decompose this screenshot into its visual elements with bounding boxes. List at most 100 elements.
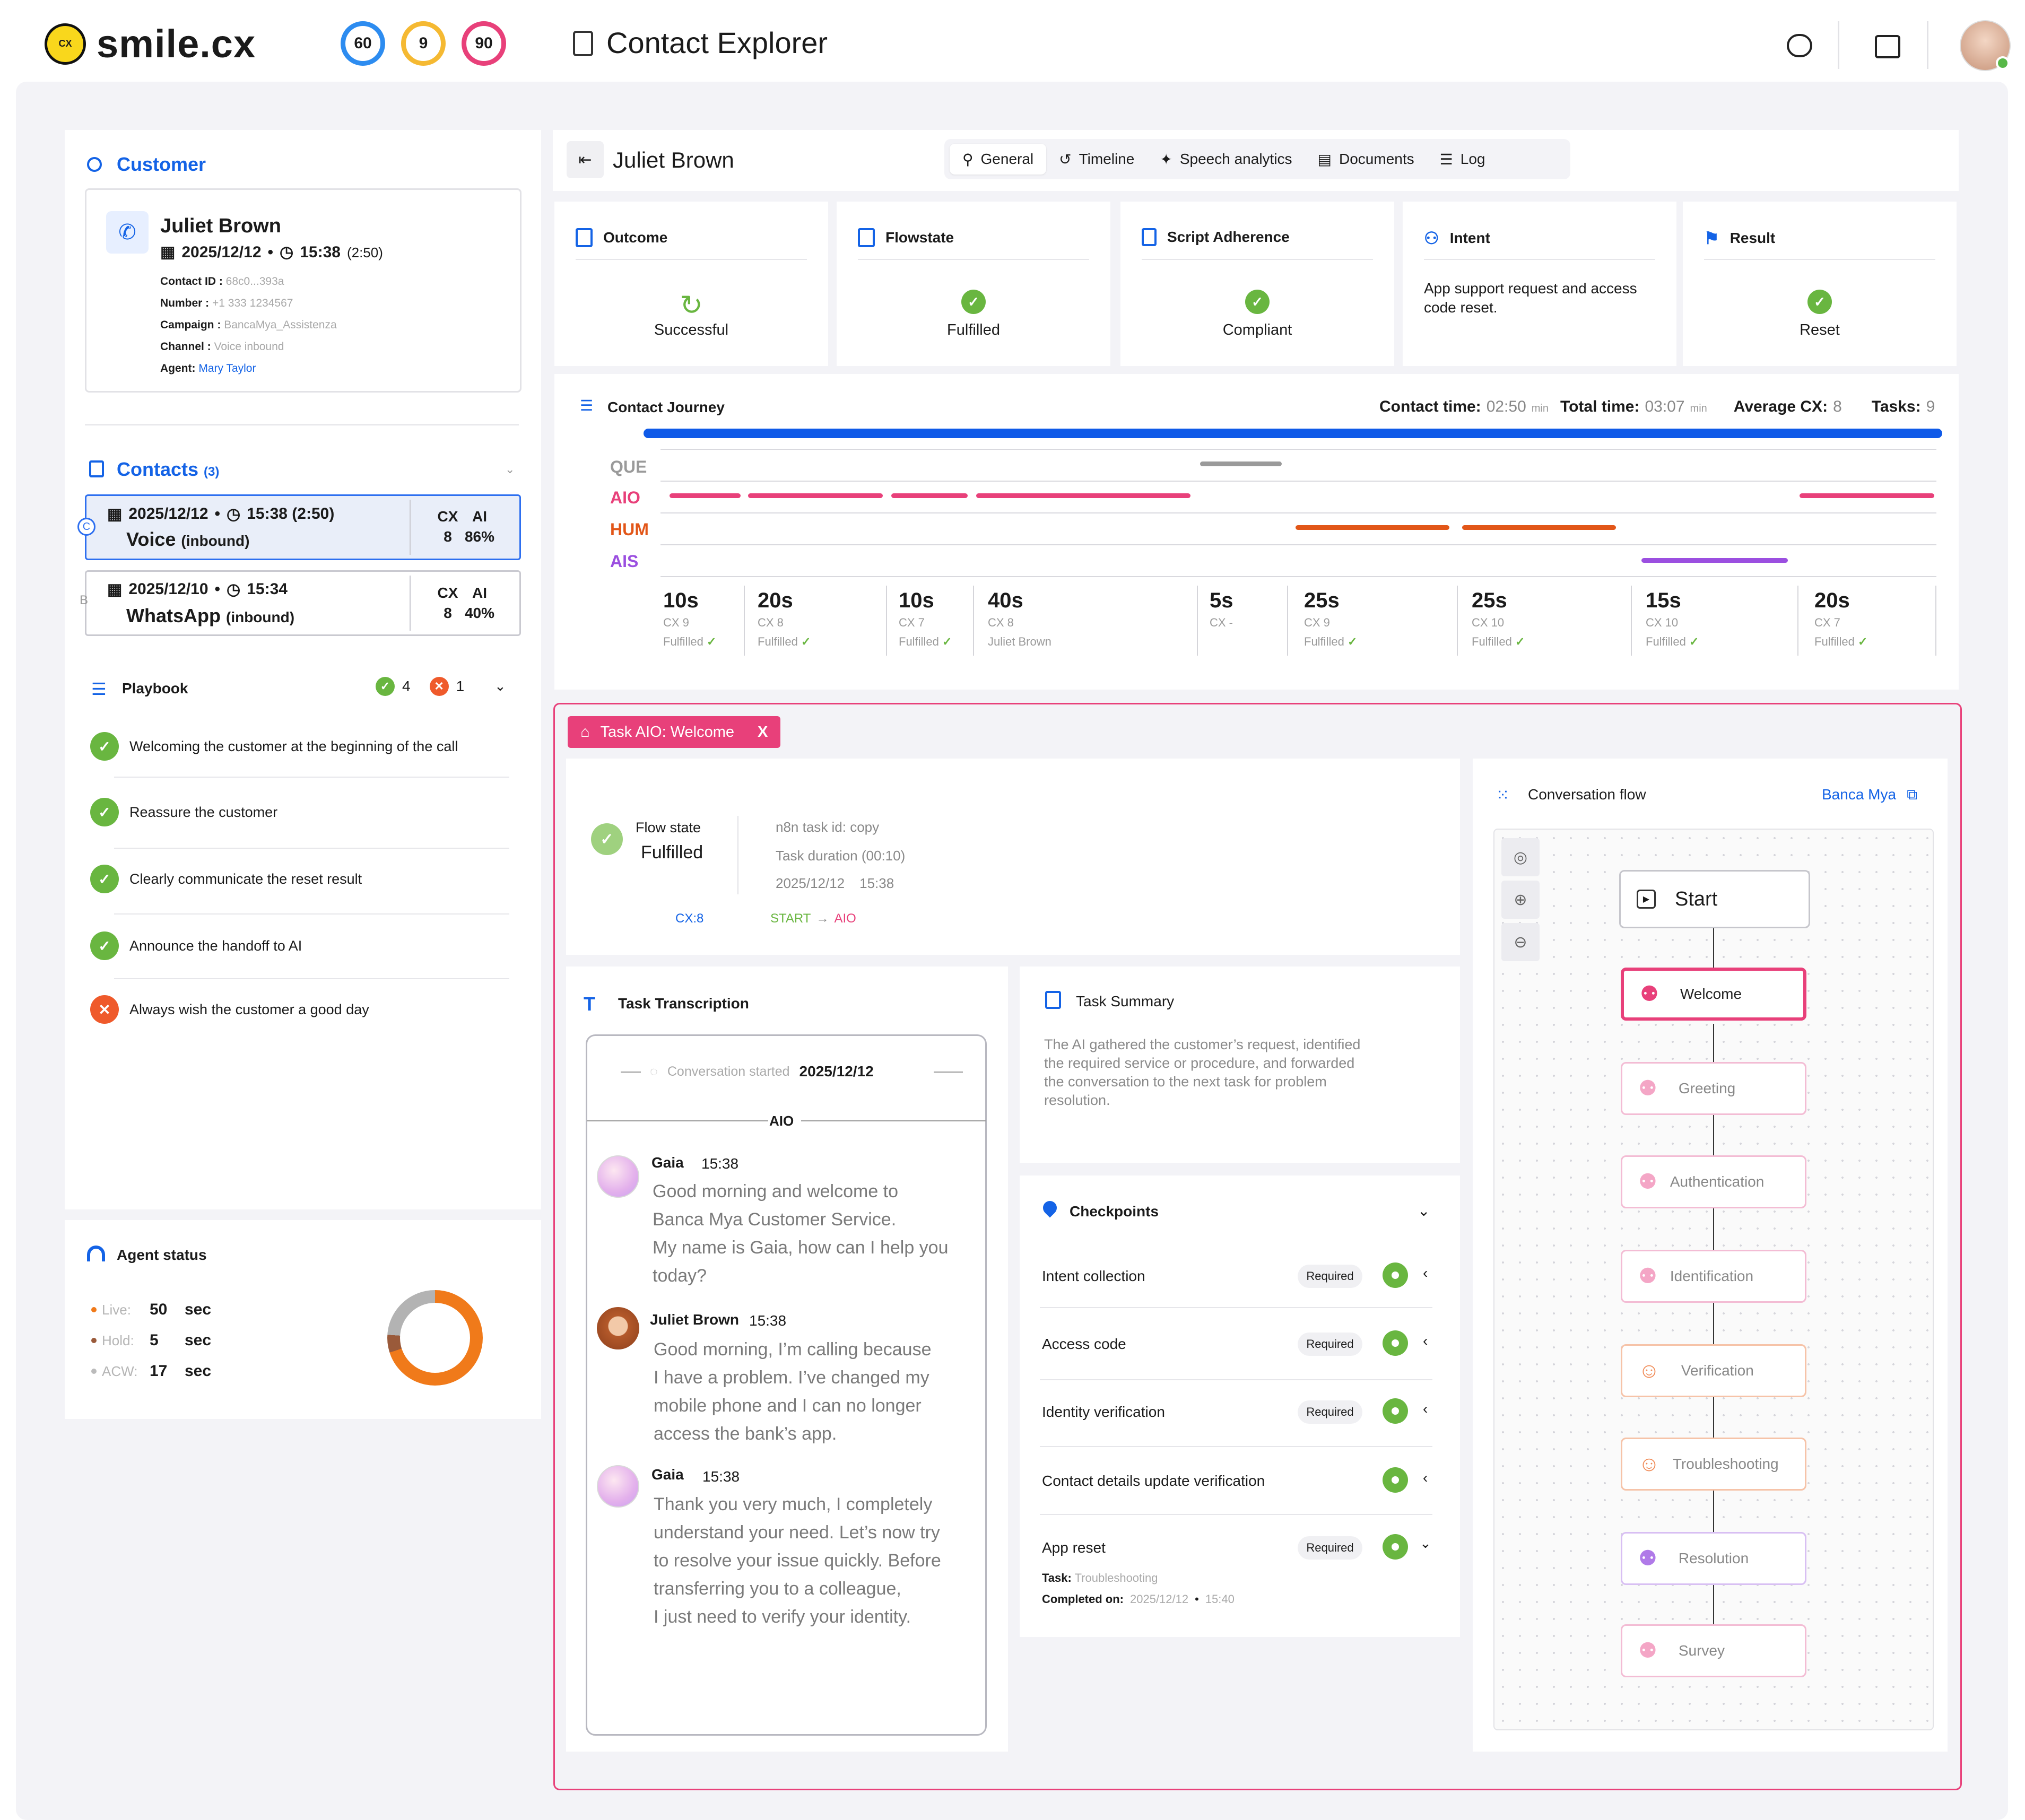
journey-step[interactable]: 20s CX 8 Fulfilled ✓ [758, 589, 811, 649]
metric-value: Reset [1800, 321, 1840, 338]
score-ring-1[interactable]: 60 [341, 21, 385, 66]
contact-date: 2025/12/12 [128, 505, 208, 523]
checkpoint-row[interactable]: Contact details update verification [1042, 1473, 1431, 1490]
chevron-left-icon[interactable]: ‹ [1423, 1333, 1428, 1349]
tab-speech-analytics[interactable]: ✦ Speech analytics [1147, 144, 1305, 175]
history-icon: ↺ [1059, 151, 1072, 168]
journey-step[interactable]: 25s CX 10 Fulfilled ✓ [1472, 589, 1525, 649]
journey-step[interactable]: 10s CX 9 Fulfilled ✓ [663, 589, 716, 649]
flow-link[interactable]: Banca Mya ⧉ [1822, 786, 1917, 804]
chevron-left-icon[interactable]: ‹ [1423, 1265, 1428, 1281]
chevron-down-icon[interactable]: ⌄ [1420, 1535, 1431, 1551]
flow-connector [1713, 1208, 1714, 1250]
journey-step[interactable]: 40s CX 8 Juliet Brown [988, 589, 1051, 649]
separator-dot: • [214, 505, 221, 523]
step-cx: CX 8 [758, 616, 784, 629]
checkpoint-row[interactable]: App reset [1042, 1539, 1431, 1556]
checkpoint-label: Intent collection [1042, 1268, 1145, 1284]
status-label: Hold: [102, 1333, 134, 1348]
divider [737, 816, 738, 894]
cx-label: CX [437, 508, 458, 525]
journey-segment-ais [1641, 558, 1788, 563]
flow-node-survey[interactable]: ⚉ Survey [1621, 1624, 1806, 1677]
checkpoint-row[interactable]: Intent collection [1042, 1268, 1431, 1285]
flow-node-greeting[interactable]: ⚉ Greeting [1621, 1062, 1806, 1115]
checkpoint-row[interactable]: Access code [1042, 1336, 1431, 1353]
step-state: Fulfilled [899, 635, 939, 648]
customer-name: Juliet Brown [160, 215, 282, 237]
flow-node-resolution[interactable]: ⚉ Resolution [1621, 1532, 1806, 1585]
step-state: Juliet Brown [988, 635, 1051, 648]
tab-label: Documents [1339, 151, 1414, 167]
journey-segment-aio [670, 493, 741, 498]
close-button[interactable]: X [758, 723, 768, 741]
user-avatar[interactable] [1960, 20, 2011, 71]
divider [934, 1072, 963, 1073]
tab-general[interactable]: ⚲ General [950, 144, 1047, 175]
message-line: I have a problem. I’ve changed my [654, 1368, 929, 1388]
score-ring-3[interactable]: 90 [462, 21, 506, 66]
flow-state-value: Fulfilled [641, 842, 703, 863]
playbook-item[interactable]: ✓ Clearly communicate the reset result [90, 865, 362, 893]
channel-value: Voice inbound [214, 341, 284, 353]
back-button[interactable]: ⇤ [567, 141, 604, 178]
playbook-item[interactable]: ✕ Always wish the customer a good day [90, 995, 369, 1024]
checkpoint-row[interactable]: Identity verification [1042, 1404, 1431, 1421]
status-value: 50 [150, 1301, 168, 1318]
tab-log[interactable]: ☰ Log [1427, 144, 1498, 175]
contact-item-selected[interactable] [85, 494, 521, 560]
zoom-out-button[interactable]: ⊖ [1501, 923, 1540, 961]
total-time-value: 03:07 [1645, 398, 1685, 415]
playbook-item[interactable]: ✓ Welcoming the customer at the beginning… [90, 732, 458, 761]
users-icon: ⚇ [1424, 229, 1439, 248]
zoom-in-button[interactable]: ⊕ [1501, 881, 1540, 919]
score-value: 90 [475, 34, 493, 52]
flow-node-identification[interactable]: ⚉ Identification [1621, 1250, 1806, 1303]
contacts-count: (3) [204, 465, 220, 479]
lane-line [660, 449, 1936, 450]
check-pin-icon [1383, 1534, 1408, 1560]
journey-step[interactable]: 5s CX - [1210, 589, 1233, 635]
chevron-down-icon[interactable]: ⌄ [1418, 1203, 1430, 1219]
journey-step[interactable]: 20s CX 7 Fulfilled ✓ [1814, 589, 1867, 649]
score-ring-2[interactable]: 9 [401, 21, 446, 66]
chevron-down-icon[interactable]: ⌄ [494, 678, 506, 694]
metric-script-adherence: Script Adherence ✓ Compliant [1120, 202, 1394, 366]
chevron-left-icon[interactable]: ‹ [1423, 1469, 1428, 1486]
chat-icon[interactable] [1787, 34, 1812, 57]
journey-step[interactable]: 10s CX 7 Fulfilled ✓ [899, 589, 952, 649]
agent-link[interactable]: Mary Taylor [198, 362, 256, 375]
divider [576, 259, 807, 260]
playbook-item[interactable]: ✓ Reassure the customer [90, 798, 277, 826]
chevron-left-icon[interactable]: ‹ [1423, 1400, 1428, 1417]
brand-logo[interactable]: CX smile.cx [45, 21, 256, 66]
tab-timeline[interactable]: ↺ Timeline [1046, 144, 1147, 175]
contact-duration: (2:50) [346, 245, 383, 260]
contact-item[interactable] [85, 570, 521, 636]
document-search-icon [573, 31, 593, 56]
flow-node-authentication[interactable]: ⚉ Authentication [1621, 1155, 1806, 1208]
flow-node-troubleshooting[interactable]: ☺ Troubleshooting [1621, 1438, 1806, 1491]
flow-node-verification[interactable]: ☺ Verification [1621, 1344, 1806, 1397]
divider [410, 500, 411, 555]
customer-avatar [597, 1307, 639, 1349]
journey-step[interactable]: 25s CX 9 Fulfilled ✓ [1304, 589, 1357, 649]
node-label: Survey [1678, 1642, 1725, 1659]
log-icon: ☰ [1439, 151, 1453, 168]
journey-step[interactable]: 15s CX 10 Fulfilled ✓ [1646, 589, 1699, 649]
flow-start-node[interactable]: ▶ Start [1619, 870, 1810, 928]
tab-documents[interactable]: ▤ Documents [1305, 144, 1427, 175]
badge-icon[interactable] [1875, 35, 1900, 58]
playbook-item[interactable]: ✓ Announce the handoff to AI [90, 931, 302, 960]
focus-button[interactable]: ◎ [1501, 838, 1540, 876]
person-icon: ☺ [1638, 1452, 1660, 1476]
chevron-down-icon[interactable]: ⌄ [505, 463, 515, 476]
avg-cx-value: 8 [1833, 398, 1842, 415]
flow-node-welcome[interactable]: ⚉ Welcome [1621, 968, 1806, 1021]
separator-dot: • [267, 243, 274, 261]
stat-label: Contact time: [1379, 398, 1481, 415]
divider [1040, 1307, 1432, 1308]
contacts-title[interactable]: Contacts (3) [117, 458, 219, 481]
section-label: AIO [769, 1113, 794, 1129]
metric-title: Outcome [603, 229, 668, 246]
